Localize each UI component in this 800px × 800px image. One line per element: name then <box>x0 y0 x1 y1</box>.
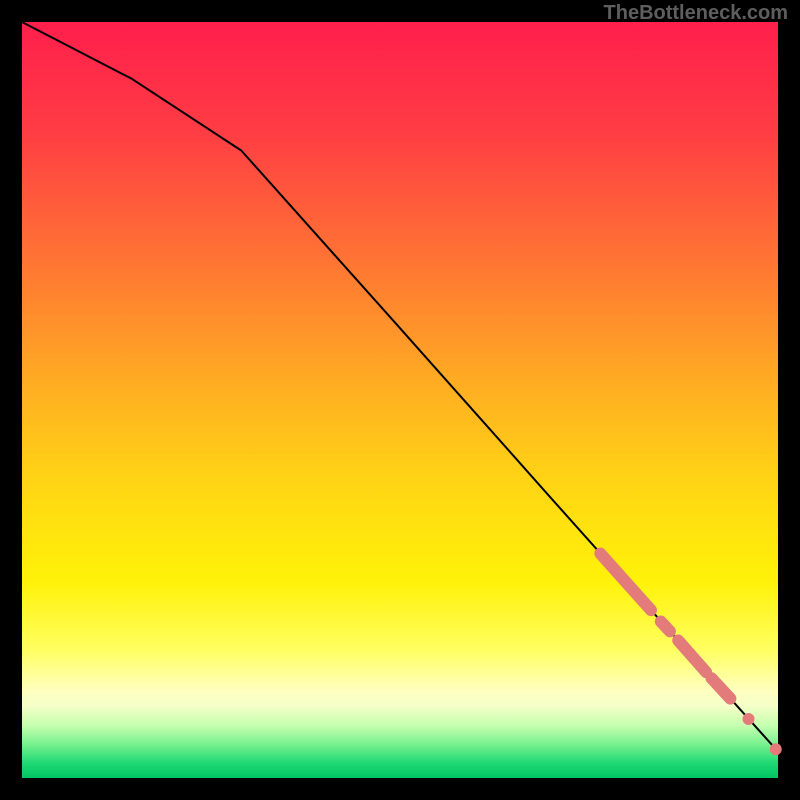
figure-canvas: TheBottleneck.com <box>0 0 800 800</box>
marker-segment <box>661 622 670 632</box>
plot-area <box>22 22 778 778</box>
marker-dot <box>770 743 782 755</box>
marker-dot <box>743 713 755 725</box>
watermark-text: TheBottleneck.com <box>604 2 788 25</box>
chart-svg <box>0 0 800 800</box>
